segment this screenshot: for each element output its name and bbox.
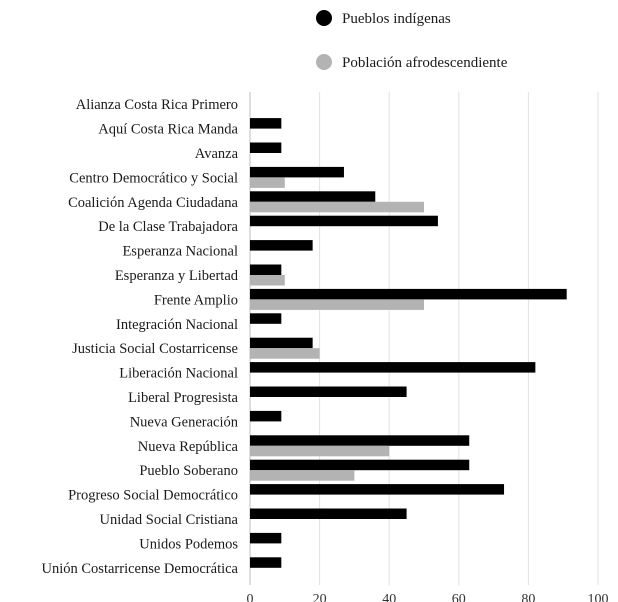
bar-afro (250, 470, 355, 481)
category-label: Aquí Costa Rica Manda (98, 122, 238, 138)
category-label: Justicia Social Costarricense (72, 341, 238, 357)
bar-indigenas (250, 337, 313, 349)
bar-indigenas (250, 459, 470, 471)
category-label: Unidos Podemos (139, 536, 238, 552)
category-label: Unidad Social Cristiana (99, 512, 238, 528)
x-tick-label: 80 (521, 592, 535, 602)
bar-indigenas (250, 264, 282, 275)
bars (250, 118, 567, 568)
category-label: Alianza Costa Rica Primero (76, 97, 238, 113)
category-label: Nueva Generación (130, 414, 239, 430)
category-label: Integración Nacional (116, 317, 238, 333)
legend: Pueblos indígenas Población afrodescendie… (316, 10, 508, 71)
x-tick-label: 60 (452, 592, 466, 602)
bar-indigenas (250, 215, 438, 227)
bar-indigenas (250, 240, 313, 251)
bar-afro (250, 275, 285, 286)
category-label: Nueva República (138, 439, 239, 455)
category-label: Unión Costarricense Democrática (42, 561, 239, 577)
legend-marker (316, 54, 332, 70)
category-label: Avanza (195, 146, 239, 162)
category-label: Coalición Agenda Ciudadana (68, 195, 238, 211)
x-tick-label: 0 (247, 592, 254, 602)
category-label: Progreso Social Democrático (68, 488, 238, 504)
bar-afro (250, 299, 424, 310)
bar-indigenas (250, 191, 376, 202)
bar-indigenas (250, 166, 344, 178)
legend-label: Población afrodescendiente (342, 55, 508, 71)
bar-indigenas (250, 362, 536, 373)
bar-indigenas (250, 532, 282, 544)
category-label: Esperanza y Libertad (115, 268, 239, 284)
legend-marker (316, 10, 332, 26)
category-label: Centro Democrático y Social (69, 170, 238, 186)
bar-indigenas (250, 557, 282, 568)
x-tick-label: 20 (313, 592, 327, 602)
bar-indigenas (250, 435, 470, 446)
category-label: De la Clase Trabajadora (98, 219, 238, 235)
x-axis-tick-labels: 0 20 40 60 80 100 (247, 592, 609, 602)
bar-indigenas (250, 313, 282, 324)
bar-indigenas (250, 508, 407, 519)
bar-afro (250, 348, 320, 359)
x-tick-label: 100 (588, 592, 609, 602)
category-labels: Alianza Costa Rica Primero Aquí Costa Ric… (42, 97, 239, 577)
bar-indigenas (250, 118, 282, 129)
category-label: Pueblo Soberano (139, 463, 238, 479)
bar-indigenas (250, 410, 282, 422)
bar-indigenas (250, 386, 407, 397)
bar-indigenas (250, 484, 505, 495)
x-tick-label: 40 (382, 592, 396, 602)
bar-indigenas (250, 288, 567, 300)
category-label: Liberación Nacional (119, 366, 238, 382)
bar-indigenas (250, 142, 282, 153)
category-label: Esperanza Nacional (122, 244, 238, 260)
bar-afro (250, 445, 390, 457)
bar-afro (250, 177, 285, 188)
category-label: Liberal Progresista (128, 390, 238, 406)
bar-afro (250, 201, 424, 213)
category-label: Frente Amplio (154, 292, 238, 308)
legend-label: Pueblos indígenas (342, 11, 451, 27)
